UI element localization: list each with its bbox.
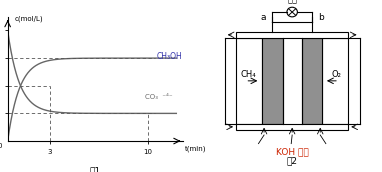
Text: O₂: O₂: [332, 69, 342, 79]
Text: 图1: 图1: [90, 166, 101, 172]
Bar: [301, 38, 322, 124]
Text: c(mol/L): c(mol/L): [15, 15, 43, 22]
Text: t(min): t(min): [185, 146, 206, 152]
Text: b: b: [318, 13, 324, 22]
Bar: [236, 32, 348, 38]
Text: KOH 溶液: KOH 溶液: [276, 147, 309, 156]
Bar: [322, 38, 348, 124]
Text: CH₃OH: CH₃OH: [157, 52, 182, 61]
Bar: [283, 38, 301, 124]
Text: a: a: [261, 13, 266, 22]
Text: 图2: 图2: [286, 156, 298, 165]
Text: 负载: 负载: [287, 0, 297, 5]
Text: CO₃  ⁻⁴⁻: CO₃ ⁻⁴⁻: [146, 94, 173, 100]
Text: CH₄: CH₄: [241, 69, 256, 79]
Bar: [262, 38, 283, 124]
Text: 0: 0: [0, 143, 2, 149]
Bar: [236, 38, 262, 124]
Bar: [236, 124, 348, 130]
